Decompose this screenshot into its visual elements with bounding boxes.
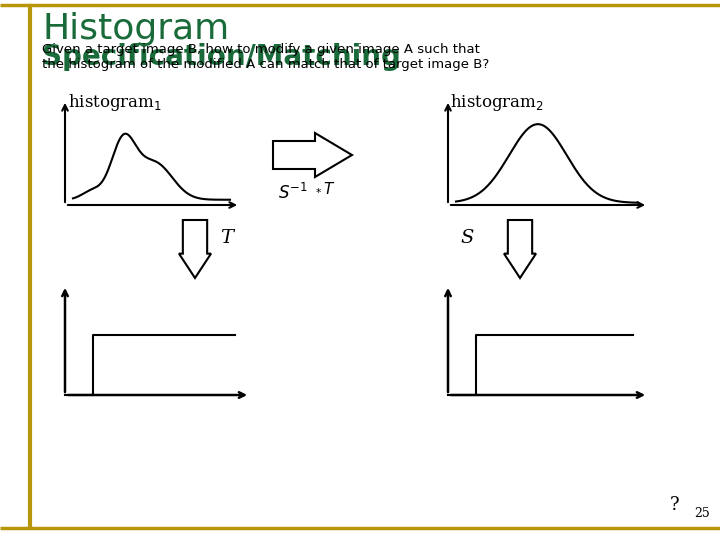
- Text: $S^{-1}$: $S^{-1}$: [278, 183, 308, 203]
- Polygon shape: [179, 220, 211, 278]
- Text: T: T: [220, 229, 233, 247]
- Polygon shape: [504, 220, 536, 278]
- Text: ?: ?: [670, 496, 680, 514]
- Text: 25: 25: [694, 507, 710, 520]
- Text: histogram$_2$: histogram$_2$: [450, 92, 544, 113]
- Text: histogram$_1$: histogram$_1$: [68, 92, 162, 113]
- Polygon shape: [273, 133, 352, 177]
- Text: $_*T$: $_*T$: [313, 181, 336, 195]
- Text: Histogram: Histogram: [42, 12, 229, 46]
- Text: Given a target image B, how to modify a given image A such that
the histogram of: Given a target image B, how to modify a …: [42, 43, 490, 71]
- Text: Specification/Matching: Specification/Matching: [42, 43, 401, 71]
- Text: S: S: [460, 229, 473, 247]
